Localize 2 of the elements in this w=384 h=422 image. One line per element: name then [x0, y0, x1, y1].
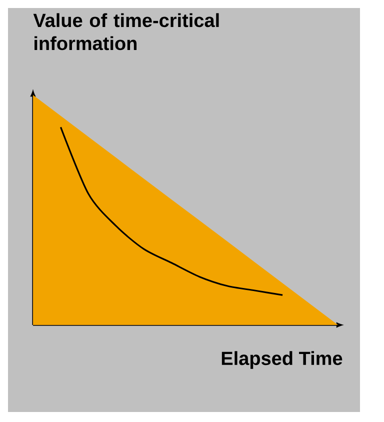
- y-axis-title: Value of time-critical information: [33, 13, 219, 50]
- x-axis-title: Elapsed Time: [222, 351, 342, 369]
